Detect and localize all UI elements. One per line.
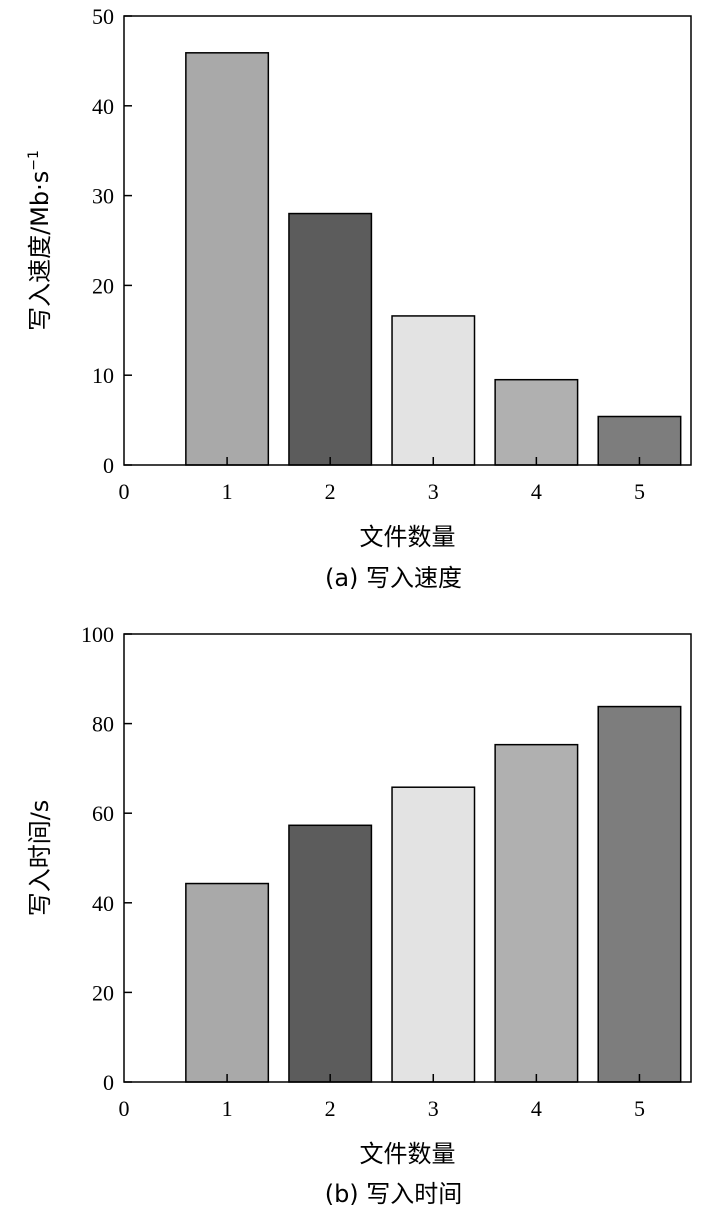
x-tick-label: 4 bbox=[531, 1096, 542, 1121]
panel-caption: (a) 写入速度 bbox=[325, 564, 462, 592]
y-axis-ticks: 0 10 20 30 40 50 bbox=[92, 4, 132, 478]
y-tick-label: 0 bbox=[103, 1070, 114, 1095]
bar-5 bbox=[597, 415, 682, 466]
y-axis-label-main: 写入时间/s bbox=[26, 800, 54, 917]
y-tick-label: 20 bbox=[92, 980, 114, 1005]
y-axis-ticks: 0 20 40 60 80 100 bbox=[81, 622, 132, 1095]
y-tick-label: 60 bbox=[92, 801, 114, 826]
x-axis-label: 文件数量 bbox=[360, 1140, 456, 1168]
y-tick-label: 40 bbox=[92, 94, 114, 119]
y-tick-label: 50 bbox=[92, 4, 114, 29]
bar-group bbox=[185, 705, 682, 1083]
x-tick-label: 5 bbox=[634, 1096, 645, 1121]
bar-3 bbox=[391, 786, 476, 1083]
chart-panel-a: 0 10 20 30 40 50 0 1 2 3 4 5 文件数量 写入速度/Mb·s−1 (a) … bbox=[26, 4, 692, 592]
y-tick-label: 10 bbox=[92, 363, 114, 388]
bar-4 bbox=[494, 743, 579, 1083]
plot-frame bbox=[123, 633, 692, 1083]
y-axis-label: 写入时间/s bbox=[26, 800, 54, 917]
x-tick-label: 4 bbox=[531, 479, 542, 504]
x-tick-label: 2 bbox=[325, 479, 336, 504]
y-tick-label: 40 bbox=[92, 891, 114, 916]
x-tick-label: 3 bbox=[428, 1096, 439, 1121]
y-axis-label: 写入速度/Mb·s−1 bbox=[26, 150, 54, 331]
x-tick-label: 2 bbox=[325, 1096, 336, 1121]
x-axis-ticks: 0 1 2 3 4 5 bbox=[119, 457, 645, 504]
x-tick-label: 1 bbox=[222, 479, 233, 504]
y-tick-label: 20 bbox=[92, 273, 114, 298]
y-tick-label: 0 bbox=[103, 453, 114, 478]
x-axis-label: 文件数量 bbox=[360, 523, 456, 551]
x-axis-ticks: 0 1 2 3 4 5 bbox=[119, 1074, 645, 1121]
y-tick-label: 100 bbox=[81, 622, 114, 647]
panel-caption: (b) 写入时间 bbox=[325, 1180, 463, 1208]
x-tick-label: 5 bbox=[634, 479, 645, 504]
x-tick-label: 3 bbox=[428, 479, 439, 504]
y-axis-label-main: 写入速度/Mb·s bbox=[26, 171, 54, 331]
plot-frame bbox=[123, 15, 692, 466]
bar-1 bbox=[185, 52, 270, 466]
y-tick-label: 30 bbox=[92, 184, 114, 209]
x-tick-label: 1 bbox=[222, 1096, 233, 1121]
bar-group bbox=[185, 52, 682, 466]
x-tick-label: 0 bbox=[119, 1096, 130, 1121]
chart-panel-b: 0 20 40 60 80 100 0 1 2 3 4 5 文件数量 写入时间/s (b) 写入时间 bbox=[26, 622, 692, 1208]
y-axis-label-superscript: −1 bbox=[26, 150, 42, 171]
bar-1 bbox=[185, 882, 270, 1083]
bar-5 bbox=[597, 705, 682, 1083]
bar-4 bbox=[494, 378, 579, 466]
y-tick-label: 80 bbox=[92, 712, 114, 737]
x-tick-label: 0 bbox=[119, 479, 130, 504]
bar-3 bbox=[391, 315, 476, 466]
bar-2 bbox=[288, 212, 373, 466]
bar-2 bbox=[288, 824, 373, 1083]
